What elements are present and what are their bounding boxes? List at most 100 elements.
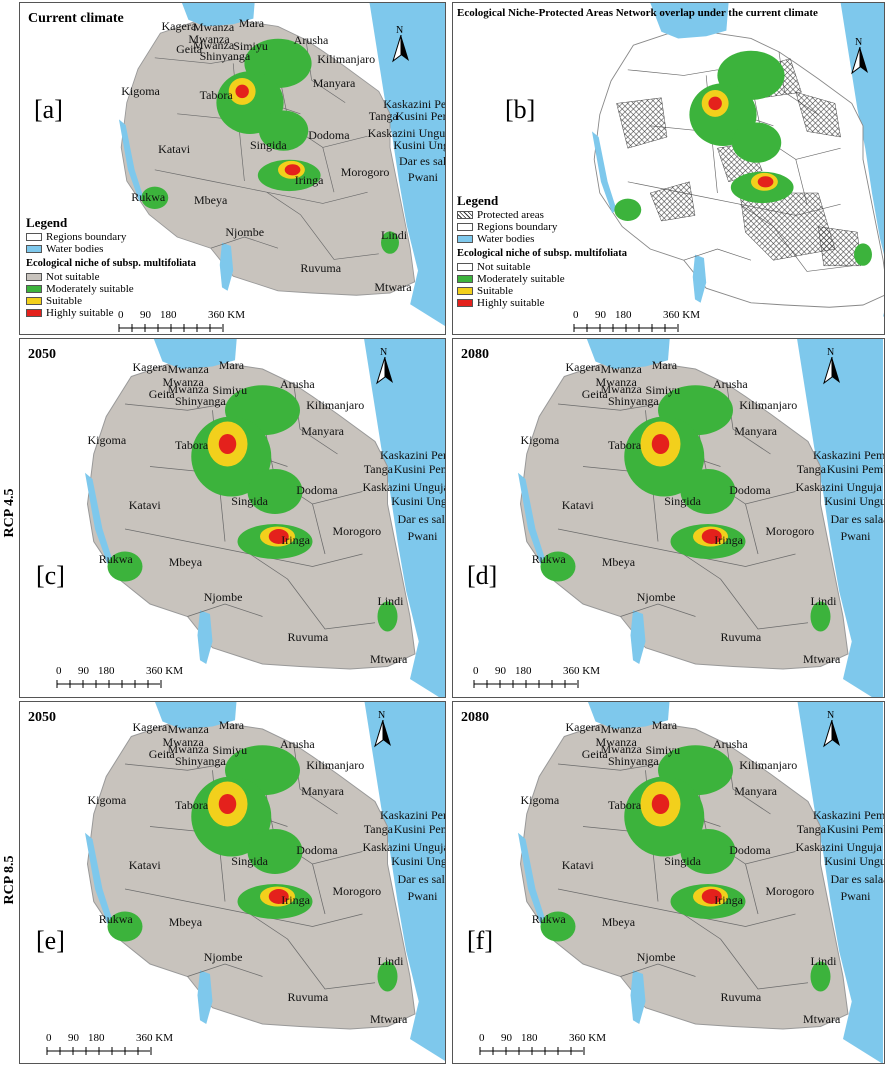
lake-nyasa	[197, 610, 213, 664]
region-label-kagera: Kagera	[132, 720, 168, 735]
scale-tick-90: 90	[595, 309, 606, 321]
region-label-ruvuma: Ruvuma	[287, 990, 329, 1005]
region-label-tabora: Tabora	[199, 88, 233, 103]
map-svg	[518, 702, 883, 1063]
legend-niche-heading: Ecological niche of subsp. multifoliata	[457, 248, 628, 259]
region-label-tanga: Tanga	[796, 461, 826, 476]
legend-class: Moderately suitable	[477, 273, 565, 285]
region-boundary	[745, 863, 759, 915]
water-swatch	[26, 245, 42, 253]
protected-area	[616, 97, 668, 149]
region-boundary	[620, 603, 696, 617]
scale-tick-90: 90	[495, 665, 506, 677]
region-label-dar: Dar es salaam	[397, 871, 446, 886]
niche-moderately_suitable	[540, 911, 576, 942]
region-label-kusini-unguja: Kusini Unguja	[391, 494, 446, 508]
north-arrow-shape	[851, 47, 868, 75]
north-label: N	[855, 37, 863, 48]
legend-class: Moderately suitable	[46, 283, 134, 295]
scale-bar: 0 90 180 360 KM	[573, 309, 700, 334]
north-arrow-shape	[374, 720, 391, 748]
region-boundary	[557, 888, 721, 940]
legend-class: Highly suitable	[477, 297, 545, 309]
region-label-arusha: Arusha	[280, 376, 315, 391]
niche-highly_suitable	[218, 794, 237, 814]
legend-boundary: Regions boundary	[477, 221, 558, 233]
lake-tanganyika	[85, 832, 113, 924]
region-label-katavi: Katavi	[128, 857, 161, 872]
tanzania-land	[86, 720, 416, 1030]
map-svg	[85, 339, 445, 697]
niche-moderately_suitable	[141, 186, 169, 209]
legend-protected: Protected areas	[477, 209, 544, 221]
tanzania-land	[120, 19, 416, 296]
region-label-arusha: Arusha	[293, 33, 329, 48]
indian-ocean	[364, 702, 445, 1061]
region-label-arusha: Arusha	[713, 736, 748, 751]
niche-moderately_suitable	[258, 110, 309, 151]
region-label-katavi: Katavi	[561, 497, 594, 512]
niche-moderately_suitable	[107, 551, 143, 582]
region-label-singida: Singida	[664, 854, 701, 868]
region-label-singida: Singida	[231, 854, 268, 868]
region-boundary	[124, 888, 288, 940]
region-label-tanga: Tanga	[363, 821, 393, 836]
region-boundary	[557, 528, 721, 580]
region-label-kask-pemba: Kaskazini Pemba	[380, 447, 445, 462]
region-label-katavi: Katavi	[561, 857, 594, 872]
region-label-dodoma: Dodoma	[296, 842, 338, 857]
highly-suitable-swatch	[26, 309, 42, 317]
region-label-pwani: Pwani	[840, 889, 871, 903]
tanzania-land	[86, 360, 416, 670]
region-label-lindi: Lindi	[377, 594, 404, 608]
scale-tick-360: 360 KM	[146, 665, 183, 677]
north-label: N	[380, 347, 388, 358]
legend-class: Not suitable	[46, 271, 100, 283]
region-label-mbeya: Mbeya	[168, 915, 203, 930]
region-label-rukwa: Rukwa	[131, 189, 166, 204]
panel-letter: [f]	[467, 926, 493, 955]
map-svg	[591, 3, 884, 317]
panel-letter: [c]	[36, 561, 65, 590]
water-swatch	[457, 235, 473, 243]
region-label-kusini-pemba: Kusini Pemba	[826, 821, 884, 836]
niche-moderately_suitable	[381, 231, 399, 254]
legend-boundary: Regions boundary	[46, 231, 127, 243]
region-label-dodoma: Dodoma	[729, 842, 771, 857]
region-label-singida: Singida	[250, 138, 287, 153]
region-boundary	[187, 963, 263, 977]
lake-tanganyika	[85, 472, 113, 564]
region-label-mara: Mara	[651, 717, 678, 732]
scale-bar: 0 90 180 360 KM	[479, 1032, 606, 1058]
region-boundary	[683, 248, 752, 261]
north-label: N	[396, 25, 404, 36]
region-label-kask-unguja: Kaskazini Unguja	[362, 480, 446, 495]
region-label-mara: Mara	[218, 357, 245, 372]
legend-water: Water bodies	[46, 243, 104, 255]
north-arrow-shape	[392, 35, 409, 63]
region-label-tabora: Tabora	[175, 437, 209, 452]
region-label-kigoma: Kigoma	[121, 83, 160, 98]
region-label-dar: Dar es salaam	[397, 511, 446, 526]
region-label-iringa: Iringa	[714, 532, 743, 547]
map-panel-a: Kagera Mwanza Mwanza Mwanza Mara Geita Simiyu S…	[19, 2, 446, 335]
niche-moderately_suitable	[247, 829, 303, 874]
region-label-mwanza3: Mwanza	[600, 741, 642, 756]
region-label-singida: Singida	[231, 494, 268, 508]
panel-letter: [a]	[34, 95, 63, 124]
region-label-kusini-pemba: Kusini Pemba	[395, 109, 445, 124]
region-boundary	[266, 191, 368, 204]
scale-tick-360: 360 KM	[136, 1032, 173, 1044]
region-boundary	[287, 578, 376, 630]
region-label-mtwara: Mtwara	[374, 279, 412, 294]
boundary-swatch	[457, 223, 473, 231]
region-label-mwanza3: Mwanza	[167, 381, 209, 396]
region-label-dar: Dar es salaam	[830, 511, 885, 526]
region-label-morogoro: Morogoro	[332, 884, 382, 898]
north-arrow-icon: N	[372, 710, 394, 750]
region-label-kusini-unguja: Kusini Unguja	[393, 138, 445, 153]
region-label-tanga: Tanga	[363, 461, 393, 476]
lake-tanganyika	[591, 131, 617, 214]
region-label-kilimanjaro: Kilimanjaro	[306, 757, 365, 772]
region-label-tabora: Tabora	[608, 437, 642, 452]
